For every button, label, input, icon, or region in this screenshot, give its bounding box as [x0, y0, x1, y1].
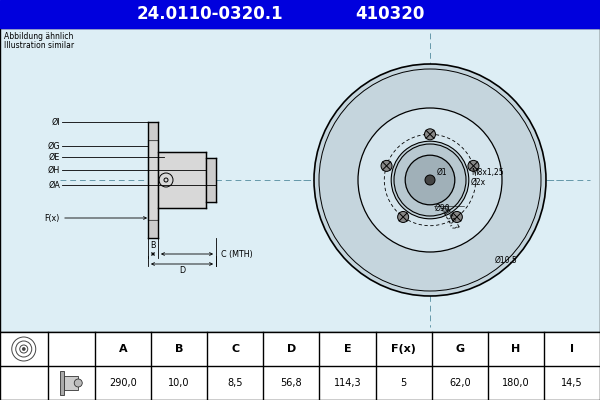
Circle shape: [425, 129, 436, 140]
Bar: [148, 140, 158, 220]
Text: C: C: [231, 344, 239, 354]
Text: H: H: [511, 344, 520, 354]
Circle shape: [425, 175, 435, 185]
Text: Ø90: Ø90: [435, 204, 451, 212]
Circle shape: [314, 64, 546, 296]
Circle shape: [398, 212, 409, 222]
Text: B: B: [175, 344, 184, 354]
Text: Abbildung ähnlich: Abbildung ähnlich: [4, 32, 73, 41]
Circle shape: [468, 160, 479, 171]
Text: 8,5: 8,5: [227, 378, 243, 388]
Text: ØI: ØI: [52, 118, 60, 126]
Text: Ø1: Ø1: [437, 168, 448, 176]
Text: 24.0110-0320.1: 24.0110-0320.1: [137, 5, 283, 23]
Bar: [206, 158, 216, 202]
Circle shape: [394, 144, 466, 216]
Text: A: A: [119, 344, 127, 354]
Text: 10,0: 10,0: [169, 378, 190, 388]
Text: I: I: [570, 344, 574, 354]
Text: ØH: ØH: [48, 166, 60, 174]
Text: 290,0: 290,0: [109, 378, 137, 388]
Text: B: B: [150, 241, 156, 250]
Text: D: D: [179, 266, 185, 275]
Text: E: E: [344, 344, 352, 354]
Circle shape: [22, 348, 25, 350]
Circle shape: [391, 141, 469, 219]
Text: 114,3: 114,3: [334, 378, 361, 388]
Bar: [64, 376, 78, 390]
Circle shape: [358, 108, 502, 252]
Text: ØE: ØE: [49, 152, 60, 162]
Bar: [0, 332, 600, 400]
Text: D: D: [287, 344, 296, 354]
Text: ØG: ØG: [47, 142, 60, 150]
Circle shape: [381, 160, 392, 171]
Text: 62,0: 62,0: [449, 378, 470, 388]
Text: G: G: [455, 344, 464, 354]
Text: C (MTH): C (MTH): [221, 250, 253, 258]
Circle shape: [74, 379, 82, 387]
Bar: [0, 28, 600, 332]
Text: Ø10,5: Ø10,5: [495, 256, 518, 264]
Bar: [158, 152, 206, 208]
Text: Ø2x: Ø2x: [471, 178, 486, 186]
Text: 180,0: 180,0: [502, 378, 530, 388]
Text: ØA: ØA: [48, 180, 60, 190]
Bar: [206, 158, 216, 202]
Text: F(x): F(x): [391, 344, 416, 354]
Text: Illustration similar: Illustration similar: [4, 41, 74, 50]
Text: 56,8: 56,8: [281, 378, 302, 388]
Text: M8x1,25: M8x1,25: [471, 168, 503, 176]
Circle shape: [451, 212, 463, 222]
Text: 5: 5: [400, 378, 407, 388]
Text: 410320: 410320: [355, 5, 425, 23]
Circle shape: [405, 155, 455, 205]
Text: Ø155,7: Ø155,7: [438, 204, 460, 232]
Text: 14,5: 14,5: [561, 378, 583, 388]
Bar: [148, 122, 158, 140]
Bar: [148, 220, 158, 238]
Text: F(x): F(x): [44, 214, 60, 222]
Bar: [0, 0, 600, 28]
Bar: [60, 371, 64, 395]
